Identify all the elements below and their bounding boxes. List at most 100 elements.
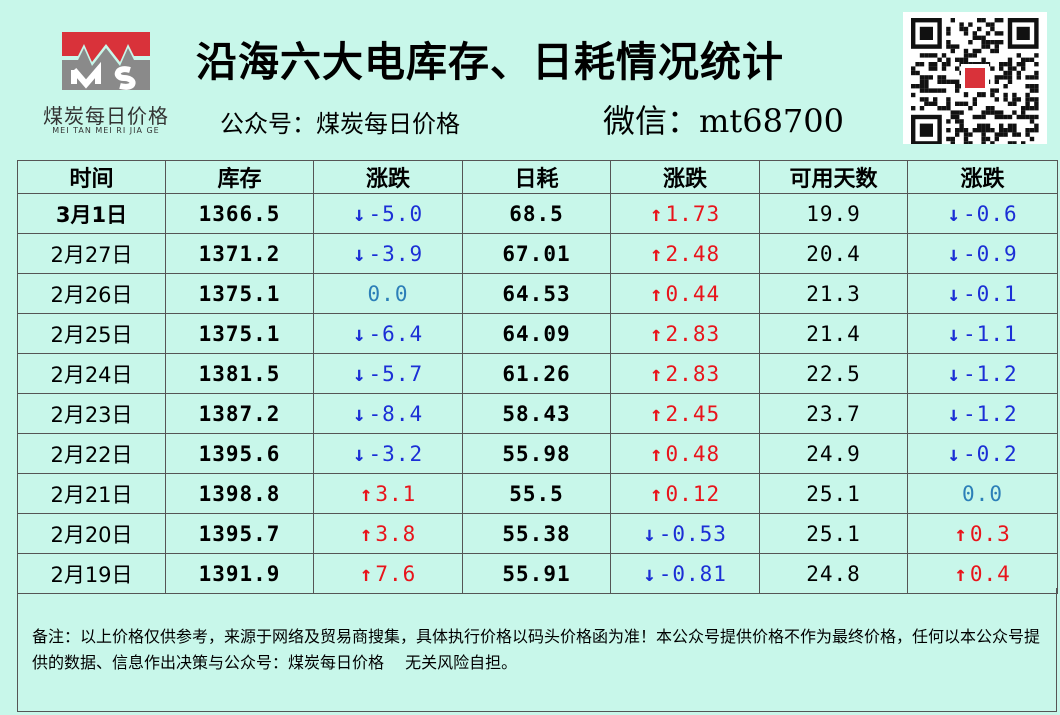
disclaimer-note: 备注：以上价格仅供参考，来源于网络及贸易商搜集，具体执行价格以码头价格函为准！本…	[32, 627, 1041, 672]
change-cell: ↑2.83	[610, 313, 760, 354]
change-value: 3.8	[375, 521, 417, 546]
change-cell: ↑3.8	[313, 513, 463, 554]
table-row: 2月20日 1395.7 ↑3.8 55.38 ↓-0.53 25.1 ↑0.3	[17, 513, 1058, 554]
arrow-down-icon: ↓	[643, 521, 657, 546]
inventory-cell: 1398.8	[165, 473, 314, 514]
arrow-up-icon: ↑	[649, 441, 664, 466]
table-row: 2月27日 1371.2 ↓-3.9 67.01 ↑2.48 20.4 ↓-0.9	[17, 233, 1058, 274]
change-cell: ↓-3.2	[313, 433, 463, 474]
days-cell: 25.1	[759, 513, 908, 554]
arrow-down-icon: ↓	[352, 361, 367, 386]
inventory-cell: 1395.7	[165, 513, 314, 554]
change-value: 1.73	[665, 201, 721, 226]
arrow-up-icon: ↑	[954, 521, 968, 546]
date-cell: 2月19日	[17, 553, 166, 594]
consumption-cell: 68.5	[462, 193, 611, 234]
qr-code[interactable]	[903, 12, 1047, 146]
table-body: 3月1日 1366.5 ↓-5.0 68.5 ↑1.73 19.9 ↓-0.6 2月27日 13…	[17, 193, 1058, 594]
days-cell: 21.3	[759, 273, 908, 314]
change-cell: ↑2.45	[610, 393, 760, 434]
arrow-down-icon: ↓	[947, 441, 962, 466]
arrow-up-icon: ↑	[649, 281, 664, 306]
change-value: 0.0	[962, 481, 1003, 506]
arrow-up-icon: ↑	[649, 201, 664, 226]
days-cell: 24.9	[759, 433, 908, 474]
change-cell: ↑0.4	[907, 553, 1058, 594]
change-cell: ↓-0.81	[610, 553, 760, 594]
arrow-up-icon: ↑	[649, 321, 664, 346]
change-cell: ↑2.48	[610, 233, 760, 274]
inventory-cell: 1381.5	[165, 353, 314, 394]
table-row: 2月23日 1387.2 ↓-8.4 58.43 ↑2.45 23.7 ↓-1.2	[17, 393, 1058, 434]
days-cell: 22.5	[759, 353, 908, 394]
table-row: 2月22日 1395.6 ↓-3.2 55.98 ↑0.48 24.9 ↓-0.2	[17, 433, 1058, 474]
arrow-down-icon: ↓	[947, 361, 962, 386]
days-cell: 19.9	[759, 193, 908, 234]
arrow-up-icon: ↑	[649, 401, 664, 426]
change-cell: 0.0	[907, 473, 1058, 514]
inventory-cell: 1391.9	[165, 553, 314, 594]
change-value: 0.3	[969, 521, 1011, 546]
change-cell: ↑0.12	[610, 473, 760, 514]
inventory-cell: 1387.2	[165, 393, 314, 434]
change-value: -0.2	[963, 441, 1018, 466]
table-row: 3月1日 1366.5 ↓-5.0 68.5 ↑1.73 19.9 ↓-0.6	[17, 193, 1058, 234]
column-header: 可用天数	[759, 160, 908, 194]
change-value: 2.83	[665, 361, 721, 386]
change-value: -6.4	[368, 321, 424, 346]
change-value: -5.0	[368, 201, 424, 226]
column-header: 日耗	[462, 160, 611, 194]
date-cell: 2月22日	[17, 433, 166, 474]
inventory-cell: 1375.1	[165, 273, 314, 314]
change-cell: ↑0.44	[610, 273, 760, 314]
consumption-cell: 55.5	[462, 473, 611, 514]
date-cell: 2月21日	[17, 473, 166, 514]
date-cell: 2月20日	[17, 513, 166, 554]
arrow-down-icon: ↓	[352, 201, 367, 226]
arrow-down-icon: ↓	[947, 201, 962, 226]
change-value: 2.83	[665, 321, 721, 346]
change-cell: ↓-0.53	[610, 513, 760, 554]
page-title: 沿海六大电库存、日耗情况统计	[196, 38, 784, 86]
arrow-up-icon: ↑	[649, 241, 664, 266]
change-value: -3.9	[368, 241, 424, 266]
arrow-up-icon: ↑	[359, 521, 374, 546]
change-cell: ↓-1.2	[907, 353, 1058, 394]
table-header-row: 时间 库存 涨跌 日耗 涨跌 可用天数 涨跌	[17, 160, 1058, 194]
column-header: 库存	[165, 160, 314, 194]
ms-logo-icon	[62, 32, 150, 90]
header: 煤炭每日价格 MEI TAN MEI RI JIA GE 沿海六大电库存、日耗情…	[0, 0, 1060, 160]
change-value: 0.12	[665, 481, 721, 506]
change-cell: ↓-1.1	[907, 313, 1058, 354]
change-value: 7.6	[375, 561, 417, 586]
inventory-cell: 1395.6	[165, 433, 314, 474]
date-cell: 2月27日	[17, 233, 166, 274]
date-cell: 2月26日	[17, 273, 166, 314]
change-value: -5.7	[368, 361, 424, 386]
change-cell: ↓-0.6	[907, 193, 1058, 234]
logo-text: 煤炭每日价格	[43, 104, 169, 128]
change-cell: ↓-5.0	[313, 193, 463, 234]
change-value: -1.2	[963, 361, 1018, 386]
consumption-cell: 61.26	[462, 353, 611, 394]
change-cell: ↓-8.4	[313, 393, 463, 434]
qr-code-icon	[911, 18, 1039, 146]
change-value: -0.9	[963, 241, 1018, 266]
arrow-up-icon: ↑	[359, 481, 374, 506]
change-cell: ↑2.83	[610, 353, 760, 394]
arrow-down-icon: ↓	[352, 241, 367, 266]
change-value: -8.4	[368, 401, 424, 426]
inventory-cell: 1366.5	[165, 193, 314, 234]
change-value: -3.2	[368, 441, 424, 466]
arrow-down-icon: ↓	[352, 401, 367, 426]
change-value: 0.0	[367, 281, 409, 306]
change-value: -1.1	[963, 321, 1018, 346]
date-cell: 2月23日	[17, 393, 166, 434]
arrow-down-icon: ↓	[947, 281, 962, 306]
days-cell: 21.4	[759, 313, 908, 354]
arrow-up-icon: ↑	[649, 361, 664, 386]
change-cell: ↑7.6	[313, 553, 463, 594]
table-row: 2月21日 1398.8 ↑3.1 55.5 ↑0.12 25.1 0.0	[17, 473, 1058, 514]
brand-logo: 煤炭每日价格 MEI TAN MEI RI JIA GE	[36, 26, 176, 136]
change-value: 3.1	[375, 481, 417, 506]
